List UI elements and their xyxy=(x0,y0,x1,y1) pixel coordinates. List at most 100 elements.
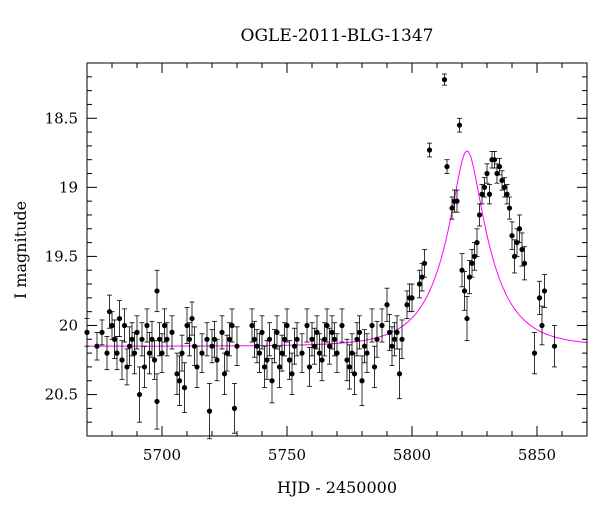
point-marker xyxy=(462,288,467,293)
point-marker xyxy=(329,330,334,335)
point-marker xyxy=(542,288,547,293)
point-marker xyxy=(164,337,169,342)
data-point xyxy=(507,197,512,219)
data-point xyxy=(234,327,239,366)
data-point xyxy=(174,353,179,394)
data-point xyxy=(459,254,464,287)
point-marker xyxy=(109,323,114,328)
point-marker xyxy=(314,330,319,335)
observation-points xyxy=(84,74,557,439)
point-marker xyxy=(147,351,152,356)
point-marker xyxy=(459,268,464,273)
point-marker xyxy=(249,323,254,328)
point-marker xyxy=(299,351,304,356)
point-marker xyxy=(469,261,474,266)
data-point xyxy=(537,281,542,314)
point-marker xyxy=(552,344,557,349)
data-point xyxy=(169,316,174,349)
data-point xyxy=(352,353,357,394)
data-point xyxy=(194,346,199,387)
data-point xyxy=(177,356,182,406)
point-marker xyxy=(234,344,239,349)
point-marker xyxy=(132,351,137,356)
data-point xyxy=(299,334,304,373)
data-point xyxy=(409,284,414,312)
point-marker xyxy=(149,337,154,342)
data-point xyxy=(539,306,544,345)
data-point xyxy=(457,118,462,132)
point-marker xyxy=(394,330,399,335)
point-marker xyxy=(277,364,282,369)
data-point xyxy=(344,339,349,380)
point-marker xyxy=(144,323,149,328)
data-point xyxy=(422,250,427,278)
point-marker xyxy=(504,192,509,197)
point-marker xyxy=(267,337,272,342)
point-marker xyxy=(539,323,544,328)
data-point xyxy=(109,312,114,340)
point-marker xyxy=(304,323,309,328)
data-point xyxy=(122,309,127,342)
data-point xyxy=(444,160,449,174)
data-point xyxy=(357,316,362,349)
point-marker xyxy=(399,337,404,342)
data-point xyxy=(262,346,267,387)
data-point xyxy=(417,270,422,298)
point-marker xyxy=(124,364,129,369)
point-marker xyxy=(392,337,397,342)
point-marker xyxy=(182,385,187,390)
point-marker xyxy=(224,351,229,356)
y-tick-label: 19.5 xyxy=(45,247,78,265)
data-point xyxy=(139,323,144,356)
chart-title: OGLE-2011-BLG-1347 xyxy=(241,26,434,46)
point-marker xyxy=(509,233,514,238)
point-marker xyxy=(312,344,317,349)
point-marker xyxy=(162,323,167,328)
data-point xyxy=(127,327,132,366)
point-marker xyxy=(477,212,482,217)
point-marker xyxy=(359,378,364,383)
point-marker xyxy=(154,399,159,404)
point-marker xyxy=(142,364,147,369)
data-point xyxy=(509,222,514,250)
point-marker xyxy=(389,344,394,349)
data-point xyxy=(179,335,184,371)
point-marker xyxy=(169,330,174,335)
point-marker xyxy=(497,164,502,169)
point-marker xyxy=(204,337,209,342)
point-marker xyxy=(479,192,484,197)
point-marker xyxy=(309,337,314,342)
point-marker xyxy=(537,295,542,300)
data-point xyxy=(137,367,142,422)
point-marker xyxy=(139,337,144,342)
point-marker xyxy=(369,323,374,328)
point-marker xyxy=(499,178,504,183)
data-point xyxy=(464,296,469,340)
data-point xyxy=(542,274,547,307)
point-marker xyxy=(464,316,469,321)
point-marker xyxy=(254,344,259,349)
point-marker xyxy=(347,364,352,369)
point-marker xyxy=(362,344,367,349)
data-point xyxy=(469,250,474,278)
point-marker xyxy=(324,323,329,328)
data-point xyxy=(442,74,447,85)
point-marker xyxy=(354,337,359,342)
point-marker xyxy=(384,302,389,307)
point-marker xyxy=(114,351,119,356)
point-marker xyxy=(194,364,199,369)
point-marker xyxy=(292,344,297,349)
x-tick-label: 5700 xyxy=(143,446,181,464)
data-point xyxy=(292,328,297,364)
data-point xyxy=(182,363,187,413)
data-point xyxy=(154,374,159,429)
point-marker xyxy=(507,205,512,210)
point-marker xyxy=(387,330,392,335)
point-marker xyxy=(229,323,234,328)
x-tick-label: 5850 xyxy=(518,446,556,464)
point-marker xyxy=(274,330,279,335)
point-marker xyxy=(157,337,162,342)
data-point xyxy=(394,316,399,349)
data-point xyxy=(339,309,344,342)
point-marker xyxy=(519,247,524,252)
